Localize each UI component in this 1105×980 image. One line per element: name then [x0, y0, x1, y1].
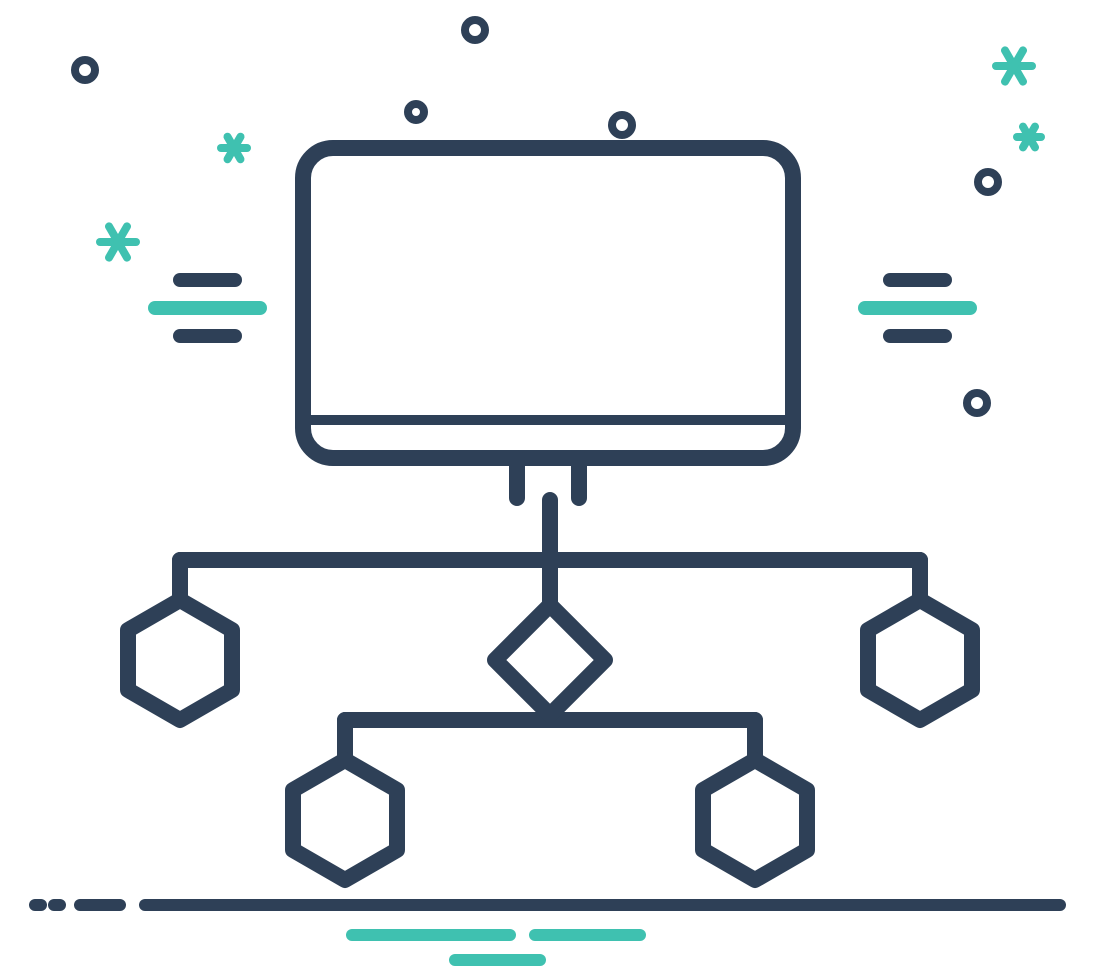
triple-lines-icon	[865, 280, 970, 336]
asterisk-icon	[1017, 127, 1041, 148]
network-icon-illustration	[0, 0, 1105, 980]
monitor-icon	[303, 148, 793, 498]
flowchart-tree	[128, 500, 972, 880]
deco-circle	[612, 115, 632, 135]
hex-node	[868, 600, 972, 720]
hex-node	[128, 600, 232, 720]
hex-node	[703, 760, 807, 880]
triple-lines-icon	[155, 280, 260, 336]
asterisk-icon	[221, 137, 247, 160]
asterisk-icon	[100, 226, 136, 257]
deco-circle	[408, 104, 424, 120]
ground-line	[35, 905, 1060, 960]
diamond-node	[495, 605, 605, 715]
deco-circle	[465, 20, 485, 40]
asterisk-icon	[996, 50, 1032, 81]
deco-circle	[75, 60, 95, 80]
deco-circle	[967, 393, 987, 413]
hex-node	[293, 760, 397, 880]
deco-circle	[978, 172, 998, 192]
